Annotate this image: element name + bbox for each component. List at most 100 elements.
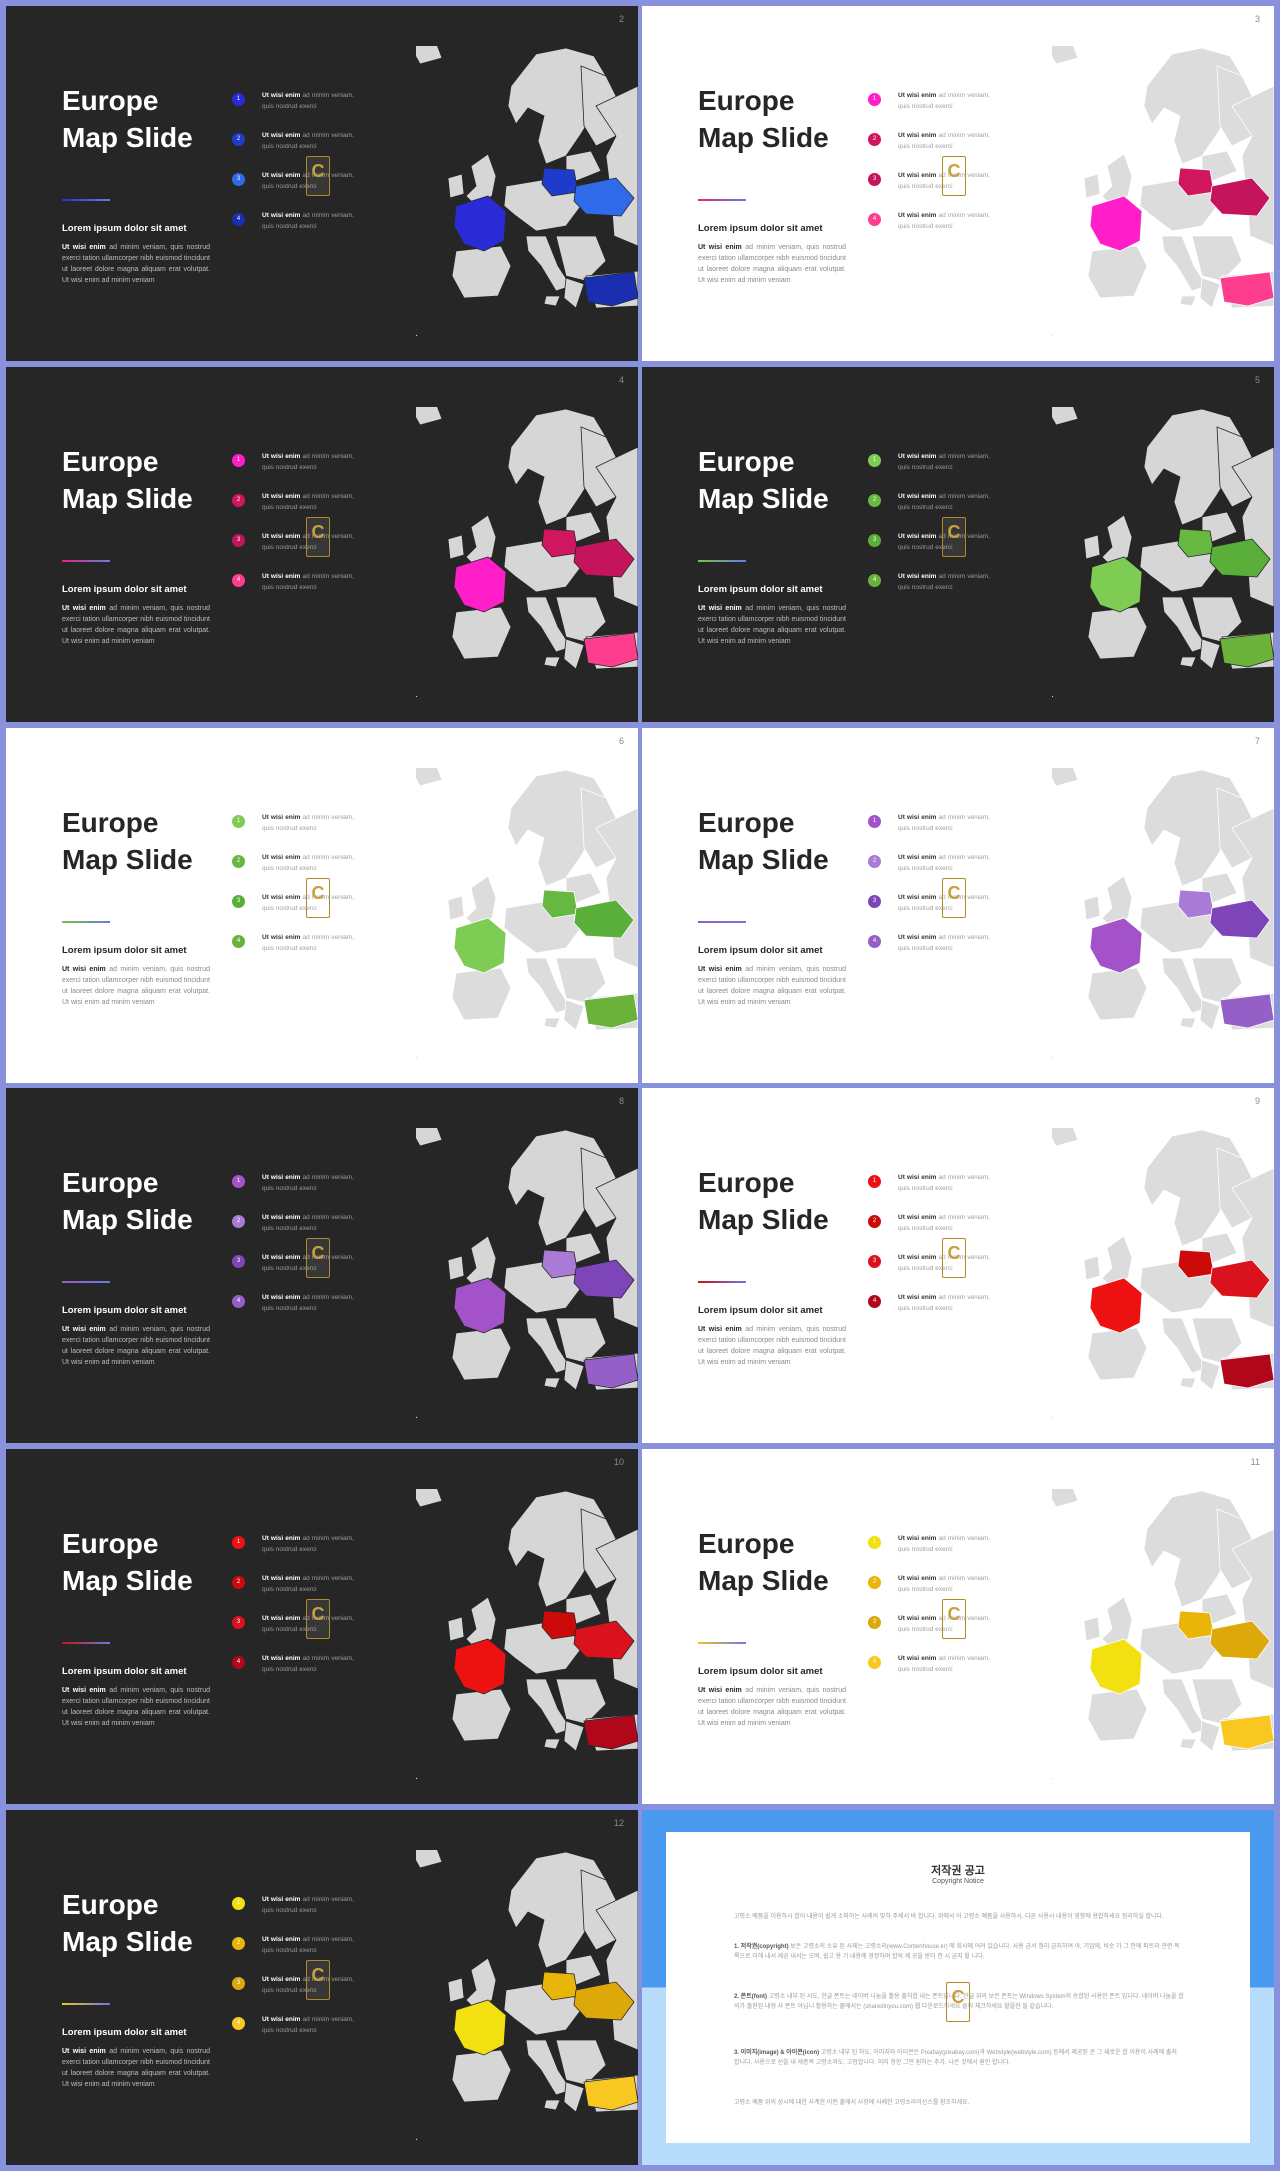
country-france-highlight [453,1638,507,1695]
list-item-text: Ut wisi enim ad minim veniam, quis nostr… [262,90,354,112]
notice-title: 저작권 공고 [931,1864,985,1877]
list-item-bold: Ut wisi enim [262,532,301,540]
slide-subheading: Lorem ipsum dolor sit amet [698,1305,823,1317]
country-france-highlight [1089,195,1143,252]
list-item-bold: Ut wisi enim [262,2015,301,2023]
list-item-text: Ut wisi enim ad minim veniam, quis nostr… [898,932,990,954]
watermark-logo-icon: C [306,156,330,196]
list-item: 1 Ut wisi enim ad minim veniam, quis nost… [232,812,364,852]
page-number: 9 [1254,1096,1260,1107]
list-item: 1 Ut wisi enim ad minim veniam, quis nost… [868,90,1000,130]
highlighted-countries [453,889,638,1029]
highlighted-countries [453,167,638,307]
slide-thumbnail[interactable]: 7 Europe Map Slide Lorem ipsum dolor sit… [642,727,1274,1083]
number-badge: 3 [868,894,881,908]
list-item-rest: ad minim veniam, quis nostrud exerci [262,92,354,110]
slide-thumbnail[interactable]: 10 Europe Map Slide Lorem ipsum dolor si… [6,1449,638,1805]
watermark-logo-icon: C [942,877,966,918]
country-ukraine-highlight [1209,899,1271,939]
title-line-2: Map Slide [698,843,829,875]
number-badge: 3 [868,533,881,547]
list-item-text: Ut wisi enim ad minim veniam, quis nostr… [898,852,990,874]
country-ukraine-highlight [573,538,635,578]
country-iberia [1087,606,1148,660]
europe-map [1052,406,1274,697]
slide-thumbnail[interactable]: 11 Europe Map Slide Lorem ipsum dolor si… [642,1449,1274,1805]
country-poland-highlight [541,1249,579,1279]
slide-thumbnail[interactable]: 6 Europe Map Slide Lorem ipsum dolor sit… [6,727,638,1083]
country-balkans [1191,957,1243,1004]
list-item-text: Ut wisi enim ad minim veniam, quis nostr… [262,210,354,232]
body-rest: ad minim veniam, quis nostrud exerci tat… [62,965,210,1006]
slide-subheading: Lorem ipsum dolor sit amet [62,1666,187,1678]
body-rest: ad minim veniam, quis nostrud exerci tat… [62,2047,210,2088]
notice-subtitle: Copyright Notice [932,1877,984,1885]
number-badge: 4 [232,213,245,226]
country-ireland [447,895,465,921]
body-rest: ad minim veniam, quis nostrud exerci tat… [62,604,210,645]
country-france-highlight [453,195,507,252]
accent-underline [698,199,746,201]
list-item-rest: ad minim veniam, quis nostrud exerci [898,1174,990,1193]
europe-landmass [416,406,638,670]
highlighted-countries [453,1971,638,2111]
watermark-letter: C [311,1964,325,1985]
country-france-highlight [453,1277,507,1334]
country-turkey-highlight [1219,271,1274,307]
country-iberia [451,606,512,660]
slide-body-text: Ut wisi enim ad minim veniam, quis nostr… [62,2046,210,2090]
country-balkans [555,596,607,643]
accent-underline [698,920,746,923]
list-item-rest: ad minim veniam, quis nostrud exerci [898,1655,990,1674]
list-item-bold: Ut wisi enim [262,1655,301,1663]
list-item-rest: ad minim veniam, quis nostrud exerci [898,212,990,230]
title-line-2: Map Slide [62,482,193,514]
page-number: 11 [1250,1457,1260,1468]
list-item-bold: Ut wisi enim [262,1174,301,1182]
notice-text: 보은 고령소의 소유 된 사제는 고령소리(www.Contenhouse.kr… [734,1943,1180,1960]
title-line-2: Map Slide [62,843,193,875]
slide-thumbnail[interactable]: 8 Europe Map Slide Lorem ipsum dolor sit… [6,1088,638,1444]
list-item-text: Ut wisi enim ad minim veniam, quis nostr… [262,451,354,473]
europe-map [416,46,638,336]
list-item: 1 Ut wisi enim ad minim veniam, quis nost… [232,1894,364,1934]
highlighted-countries [453,1249,638,1389]
number-badge: 1 [868,814,881,828]
number-badge: 1 [232,1175,245,1189]
list-item-bold: Ut wisi enim [262,893,301,901]
title-line-1: Europe [698,445,795,477]
slide-thumbnail[interactable]: 12 Europe Map Slide Lorem ipsum dolor si… [6,1809,638,2165]
slide-thumbnail[interactable]: 4 Europe Map Slide Lorem ipsum dolor sit… [6,366,638,722]
slide-title: Europe Map Slide [698,82,868,156]
slide-subheading: Lorem ipsum dolor sit amet [698,223,823,234]
country-italy [1161,596,1208,653]
accent-underline [62,920,110,923]
country-france-highlight [453,556,507,613]
body-bold: Ut wisi enim [62,244,106,251]
list-item-bold: Ut wisi enim [898,1254,937,1262]
list-item-text: Ut wisi enim ad minim veniam, quis nostr… [898,571,990,593]
list-item: 2 Ut wisi enim ad minim veniam, quis nost… [868,491,1000,531]
copyright-notice-slide[interactable]: 저작권 공고 Copyright Notice 고령소 예품을 이용하시 합이 … [642,1809,1274,2165]
accent-underline [62,559,110,562]
slide-subheading: Lorem ipsum dolor sit amet [62,944,187,956]
country-sicily [543,1738,561,1750]
country-poland-highlight [1177,167,1215,197]
list-item-rest: ad minim veniam, quis nostrud exerci [262,572,354,591]
slide-thumbnail[interactable]: 9 Europe Map Slide Lorem ipsum dolor sit… [642,1088,1274,1444]
slide-thumbnail[interactable]: 2 Europe Map Slide Lorem ipsum dolor sit… [6,6,638,361]
country-turkey-highlight [583,1714,638,1750]
body-bold: Ut wisi enim [698,604,742,612]
country-france-highlight [1089,917,1143,974]
list-item-text: Ut wisi enim ad minim veniam, quis nostr… [262,1974,354,1996]
title-line-1: Europe [698,85,795,116]
slide-title: Europe Map Slide [62,82,232,156]
europe-landmass [1052,406,1274,670]
list-item-bold: Ut wisi enim [898,893,937,901]
slide-thumbnail[interactable]: 5 Europe Map Slide Lorem ipsum dolor sit… [642,366,1274,722]
slide-thumbnail[interactable]: 3 Europe Map Slide Lorem ipsum dolor sit… [642,6,1274,361]
list-item-text: Ut wisi enim ad minim veniam, quis nostr… [262,1533,354,1555]
country-russia-west [595,1528,638,1690]
list-item-bold: Ut wisi enim [262,172,301,179]
list-item: 2 Ut wisi enim ad minim veniam, quis nost… [232,1573,364,1613]
